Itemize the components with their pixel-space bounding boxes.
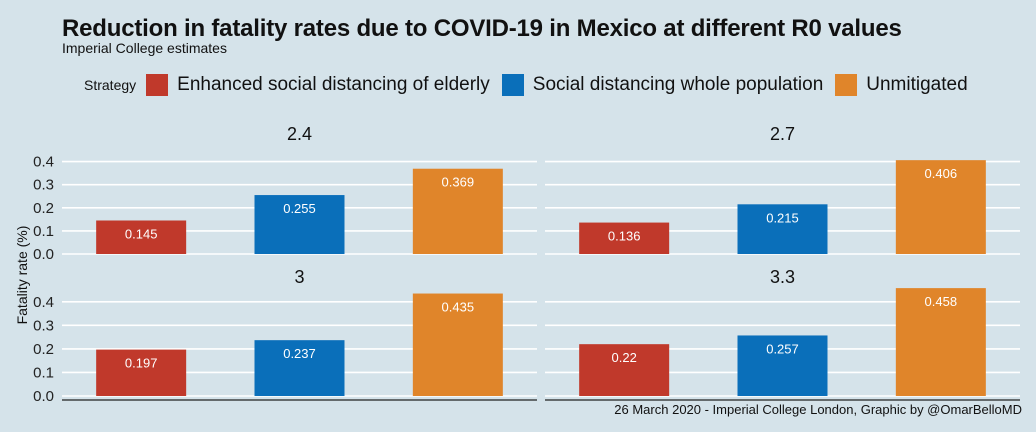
legend-item-whole-population: Social distancing whole population — [501, 74, 824, 96]
panel-3-3-label: 3.3 — [770, 267, 795, 287]
panel-3-value-label: 0.237 — [283, 346, 316, 361]
legend-swatch-whole-population — [501, 74, 524, 96]
panel-2-4-bar-2 — [254, 195, 345, 254]
chart-title: Reduction in fatality rates due to COVID… — [62, 15, 902, 42]
panel-2-7-value-label: 0.215 — [766, 210, 799, 225]
panel-3-bar-3 — [412, 293, 503, 396]
y-tick-label: 0.0 — [33, 246, 54, 263]
legend: Strategy Enhanced social distancing of e… — [84, 74, 980, 96]
y-tick-label: 0.2 — [33, 200, 54, 217]
panel-3-3-value-label: 0.257 — [766, 341, 799, 356]
panel-3-3-value-label: 0.22 — [612, 350, 637, 365]
legend-label-elderly: Enhanced social distancing of elderly — [177, 74, 490, 95]
panel-2-7-bar-3 — [895, 160, 986, 254]
panel-2-4-value-label: 0.255 — [283, 201, 316, 216]
panel-2-7-value-label: 0.136 — [608, 229, 641, 244]
panel-3-3-bar-1 — [579, 344, 670, 396]
panel-3-3-bar-2 — [737, 335, 828, 396]
panel-2-4-label: 2.4 — [287, 124, 312, 144]
panel-2-4-value-label: 0.369 — [442, 175, 475, 190]
y-tick-label: 0.3 — [33, 317, 54, 334]
y-tick-label: 0.3 — [33, 177, 54, 194]
legend-title: Strategy — [84, 77, 137, 93]
y-axis-title: Fatality rate (%) — [14, 226, 30, 325]
legend-label-whole-population: Social distancing whole population — [532, 74, 824, 95]
panel-3-value-label: 0.197 — [125, 356, 158, 371]
panel-3-bar-2 — [254, 340, 345, 396]
y-tick-label: 0.2 — [33, 341, 54, 358]
y-tick-label: 0.4 — [33, 154, 54, 171]
panel-3-label: 3 — [294, 267, 304, 287]
y-tick-label: 0.0 — [33, 388, 54, 405]
chart-subtitle: Imperial College estimates — [62, 40, 227, 56]
panel-2-4-bar-3 — [412, 168, 503, 254]
panel-3-value-label: 0.435 — [442, 300, 475, 315]
panel-3-bar-1 — [96, 349, 187, 396]
panel-3-3-value-label: 0.458 — [925, 294, 958, 309]
legend-item-unmitigated: Unmitigated — [835, 74, 968, 96]
legend-item-elderly: Enhanced social distancing of elderly — [146, 74, 490, 96]
y-tick-label: 0.1 — [33, 364, 54, 381]
y-tick-label: 0.4 — [33, 294, 54, 311]
legend-swatch-elderly — [146, 74, 169, 96]
panel-3-3-bar-3 — [895, 288, 986, 396]
legend-swatch-unmitigated — [835, 74, 858, 96]
panel-2-7-bar-2 — [737, 204, 828, 254]
chart-credit: 26 March 2020 - Imperial College London,… — [614, 402, 1022, 417]
panel-2-7-value-label: 0.406 — [925, 166, 958, 181]
y-tick-label: 0.1 — [33, 223, 54, 240]
panel-2-7-label: 2.7 — [770, 124, 795, 144]
panel-2-4-bar-1 — [96, 220, 187, 254]
panel-2-4-value-label: 0.145 — [125, 226, 158, 241]
panel-2-7-bar-1 — [579, 222, 670, 254]
legend-label-unmitigated: Unmitigated — [866, 74, 968, 95]
